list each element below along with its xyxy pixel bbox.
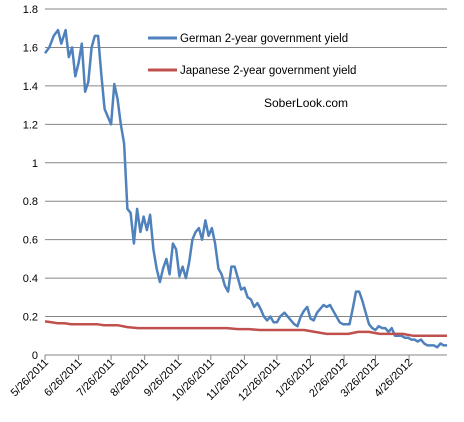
legend: German 2-year government yield Japanese …: [148, 33, 356, 77]
y-tick-label: 1: [32, 158, 38, 170]
series-line-japanese: [44, 320, 447, 338]
y-tick-label: 0.4: [23, 273, 38, 285]
y-axis-ticks: 0 0.2 0.4 0.6 0.8 1 1.2 1.4 1.6 1.8: [23, 4, 38, 362]
legend-label-german: German 2-year government yield: [180, 33, 348, 45]
watermark-annotation: SoberLook.com: [264, 96, 348, 110]
y-tick-label: 0: [32, 350, 38, 362]
y-tick-label: 1.2: [23, 119, 38, 131]
y-tick-label: 1.8: [23, 4, 38, 16]
series-lines: [43, 28, 447, 349]
gridlines: [45, 8, 447, 318]
y-tick-label: 0.8: [23, 196, 38, 208]
x-axis-ticks: 5/26/20116/26/20117/26/20118/26/20119/26…: [9, 355, 415, 403]
legend-label-japanese: Japanese 2-year government yield: [180, 65, 356, 77]
y-tick-label: 1.4: [23, 81, 38, 93]
series-line-german: [43, 28, 447, 349]
y-tick-label: 0.6: [23, 235, 38, 247]
y-tick-label: 1.6: [23, 42, 38, 54]
y-tick-label: 0.2: [23, 312, 38, 324]
